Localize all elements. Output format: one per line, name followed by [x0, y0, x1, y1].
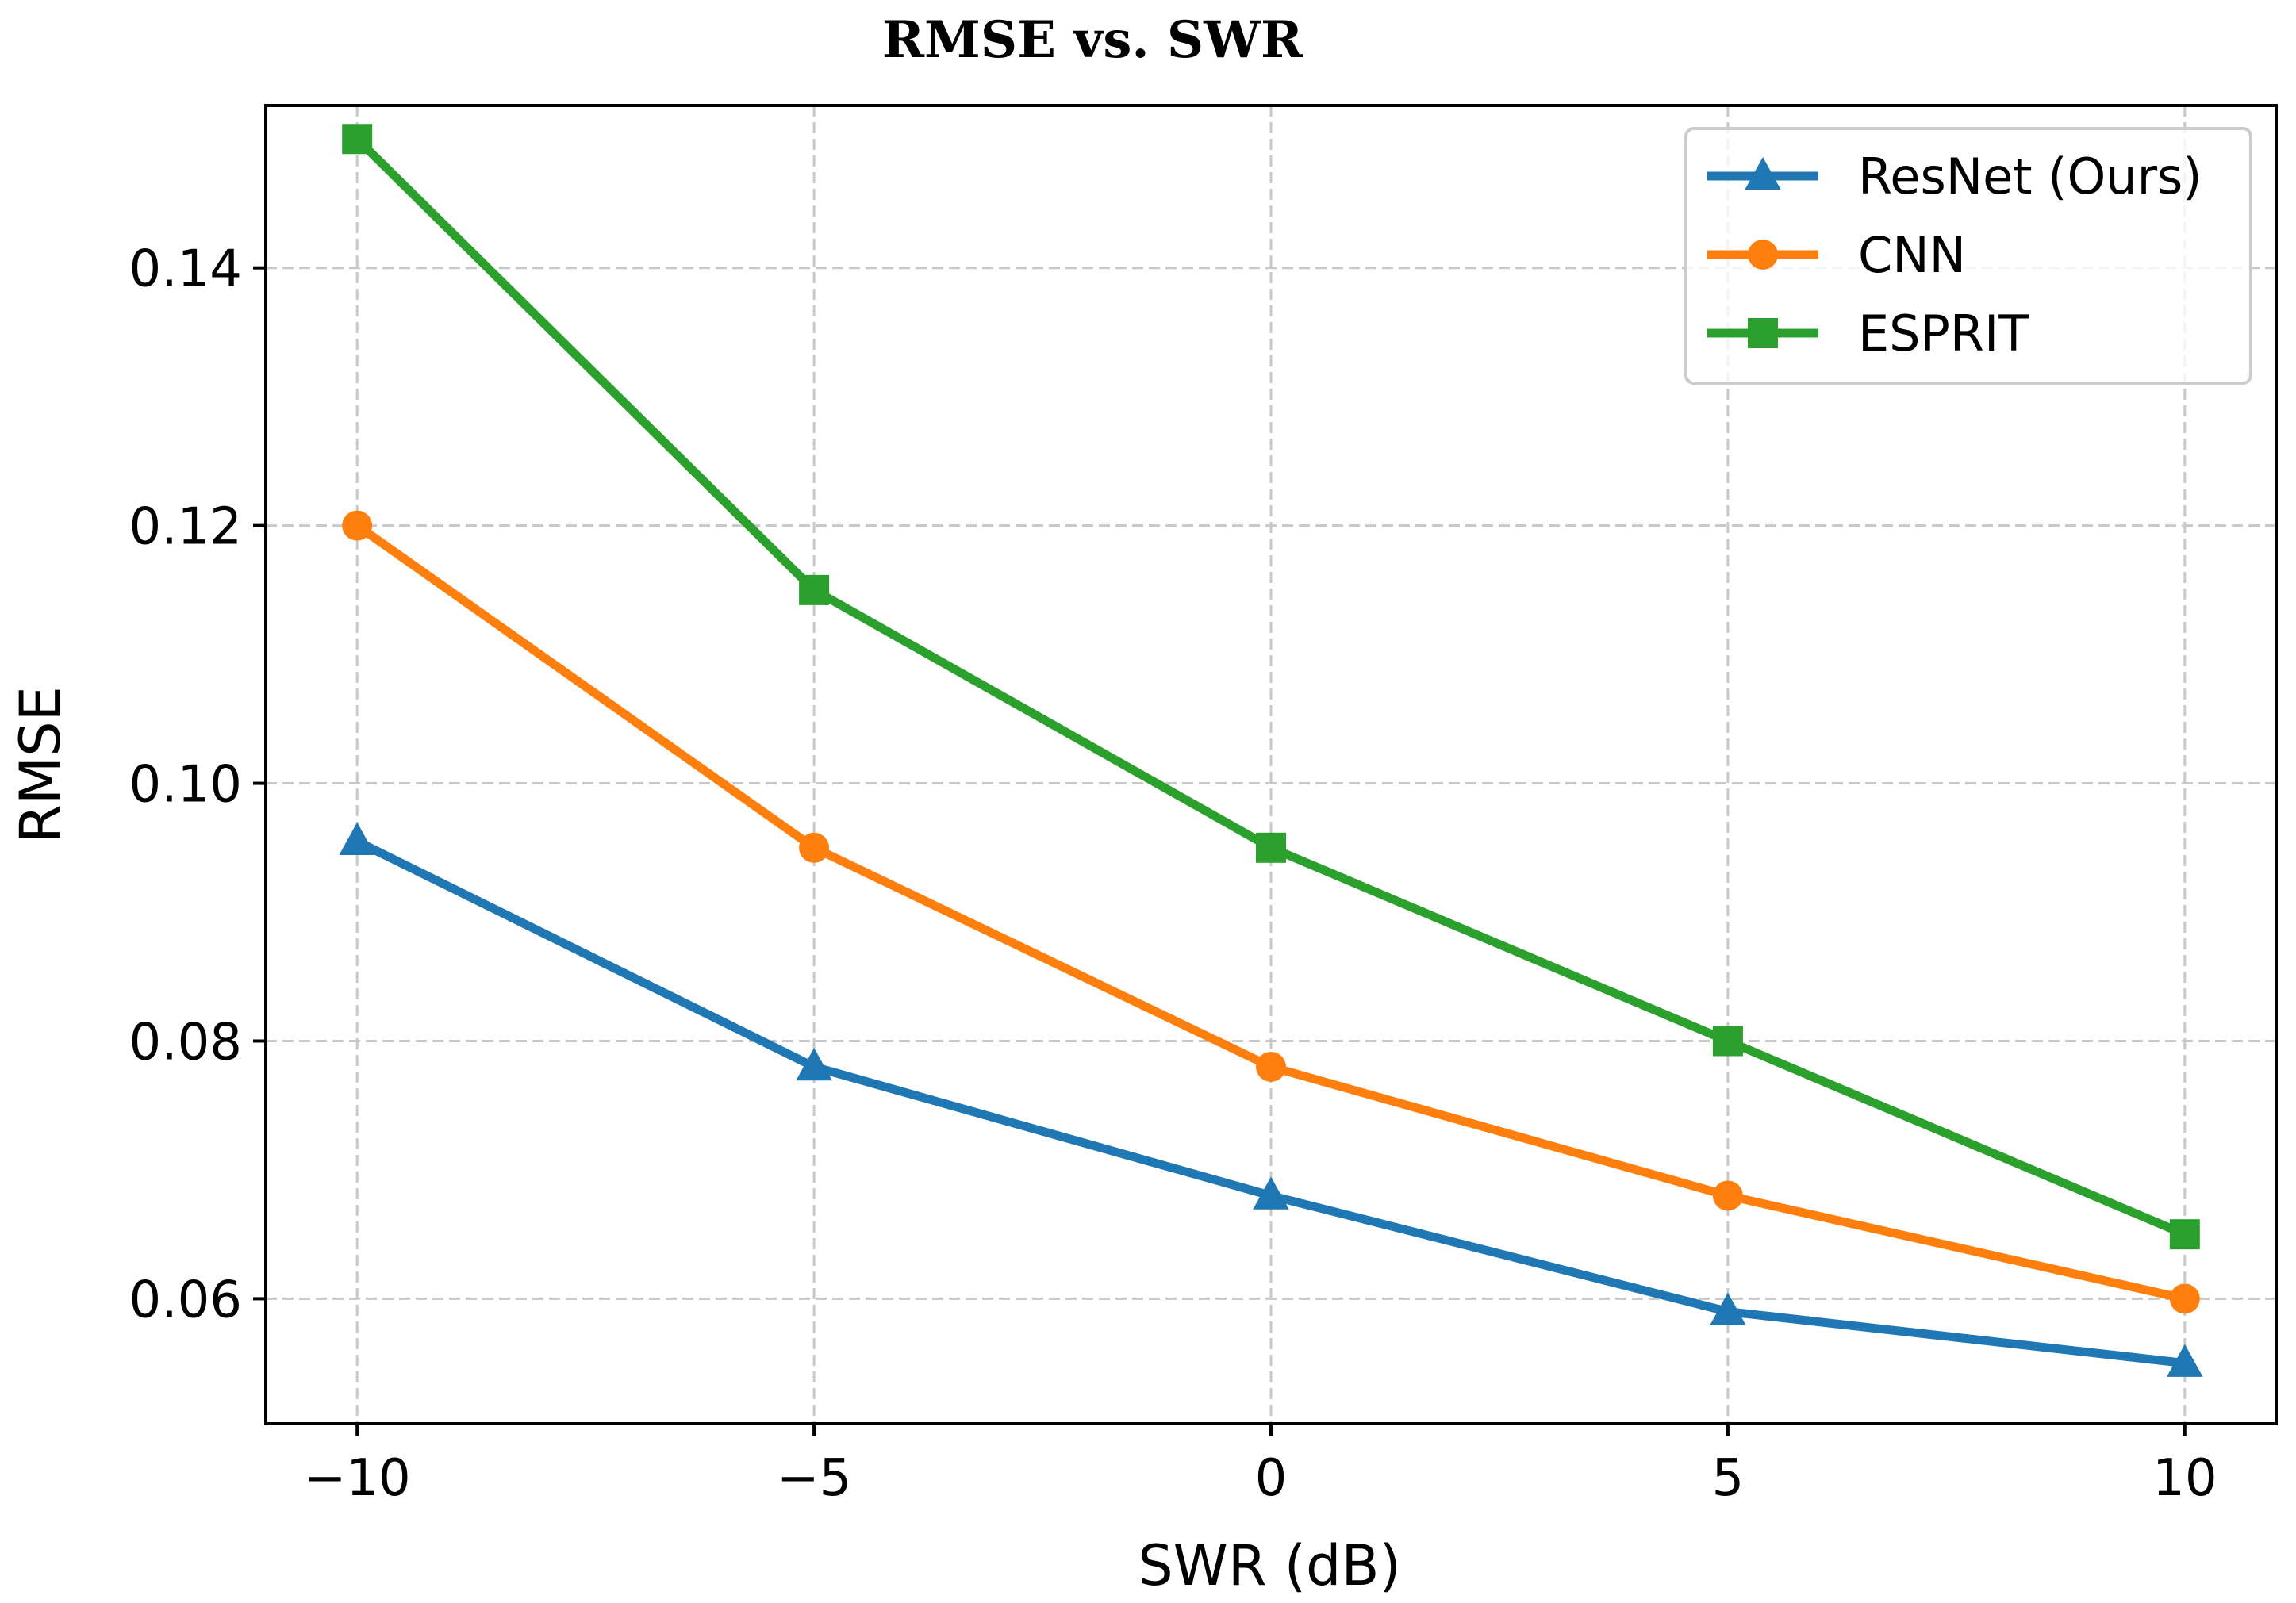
x-axis-ticks: −10 −5 0 5 10: [304, 1424, 2217, 1508]
legend-marker: [1748, 318, 1778, 348]
data-point: [1712, 1180, 1743, 1211]
legend-box: [1684, 127, 2252, 385]
y-tick-label: 0.12: [129, 498, 243, 557]
legend-label: CNN: [1858, 226, 1966, 284]
data-point: [2169, 1283, 2200, 1314]
data-point: [1253, 1176, 1289, 1210]
y-tick-label: 0.08: [129, 1013, 243, 1072]
series-2: [342, 124, 2200, 1250]
data-point: [339, 822, 375, 855]
data-point: [799, 832, 830, 863]
legend-entries: ResNet (Ours) CNN ESPRIT: [1707, 148, 2202, 362]
data-point: [1256, 1051, 1286, 1082]
data-point: [1710, 1292, 1746, 1325]
data-point: [1256, 832, 1286, 863]
chart-title: RMSE vs. SWR: [882, 10, 1303, 70]
x-axis-label: SWR (dB): [1138, 1533, 1401, 1598]
x-tick-label: −5: [777, 1449, 851, 1508]
y-tick-label: 0.10: [129, 756, 243, 815]
data-point: [799, 574, 830, 605]
legend: ResNet (Ours) CNN ESPRIT: [1684, 127, 2252, 385]
y-tick-label: 0.06: [129, 1271, 243, 1329]
x-tick-label: −10: [304, 1449, 411, 1508]
data-point: [2167, 1344, 2203, 1377]
legend-label: ESPRIT: [1858, 305, 2029, 362]
x-tick-label: 5: [1712, 1449, 1745, 1508]
x-tick-label: 10: [2152, 1449, 2217, 1508]
y-axis-label: RMSE: [8, 686, 73, 843]
data-point: [796, 1047, 832, 1081]
legend-entry: ResNet (Ours): [1707, 148, 2202, 205]
y-axis-ticks: 0.06 0.08 0.10 0.12 0.14: [129, 240, 266, 1329]
legend-entry: CNN: [1707, 226, 1966, 284]
data-point: [1712, 1026, 1743, 1057]
data-point: [342, 510, 373, 541]
x-tick-label: 0: [1255, 1449, 1288, 1508]
data-point: [342, 124, 373, 155]
y-tick-label: 0.14: [129, 240, 243, 299]
legend-marker: [1745, 157, 1781, 190]
series-line: [352, 837, 2190, 1368]
data-point: [2169, 1219, 2200, 1250]
legend-marker: [1748, 240, 1778, 270]
series-layer: [339, 124, 2203, 1377]
series-0: [339, 822, 2203, 1377]
legend-entry: ESPRIT: [1707, 305, 2029, 362]
legend-label: ResNet (Ours): [1858, 148, 2202, 205]
series-1: [342, 510, 2200, 1314]
